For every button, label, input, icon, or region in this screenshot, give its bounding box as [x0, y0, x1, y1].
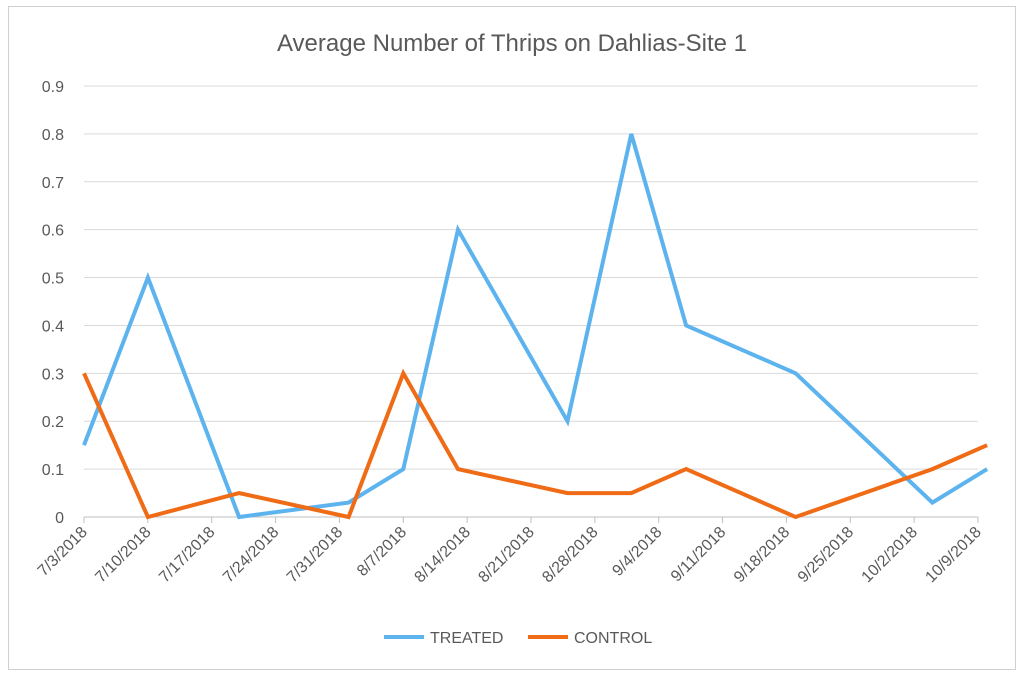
series-line-treated — [82, 133, 989, 520]
chart-frame — [8, 6, 1016, 670]
series-lines — [82, 133, 989, 520]
x-tick-label: 7/10/2018 — [92, 524, 154, 586]
x-tick-label: 8/7/2018 — [354, 524, 410, 580]
gridlines — [84, 85, 978, 470]
x-tick-label: 7/24/2018 — [220, 524, 282, 586]
x-tick-label: 7/3/2018 — [35, 524, 91, 580]
y-tick-label: 0.9 — [42, 79, 64, 96]
legend: TREATED CONTROL — [384, 630, 652, 647]
x-tick-label: 10/2/2018 — [859, 524, 921, 586]
x-tick-label: 7/31/2018 — [284, 524, 346, 586]
x-tick-label: 9/25/2018 — [795, 524, 857, 586]
y-axis-ticks: 0 0.1 0.2 0.3 0.4 0.5 0.6 0.7 0.8 0.9 — [42, 79, 64, 527]
chart-title: Average Number of Thrips on Dahlias-Site… — [276, 30, 747, 57]
y-tick-label: 0.5 — [42, 271, 64, 288]
x-tick-label: 8/14/2018 — [412, 524, 474, 586]
legend-label: CONTROL — [574, 630, 652, 647]
x-tick-label: 8/21/2018 — [475, 524, 537, 586]
y-tick-label: 0.6 — [42, 223, 64, 240]
x-tick-label: 9/4/2018 — [609, 524, 665, 580]
y-tick-label: 0.7 — [42, 175, 64, 192]
x-tick-label: 10/9/2018 — [922, 524, 984, 586]
y-tick-label: 0.1 — [42, 462, 64, 479]
y-tick-label: 0.2 — [42, 414, 64, 431]
y-tick-label: 0 — [55, 510, 64, 527]
x-axis: 7/3/2018 7/10/2018 7/17/2018 7/24/2018 7/31/… — [35, 516, 985, 586]
series-line-control — [82, 368, 988, 520]
legend-label: TREATED — [430, 630, 503, 647]
y-tick-label: 0.3 — [42, 366, 64, 383]
x-tick-label: 7/17/2018 — [156, 524, 218, 586]
y-tick-label: 0.8 — [42, 127, 64, 144]
x-tick-label: 8/28/2018 — [539, 524, 601, 586]
y-tick-label: 0.4 — [42, 318, 64, 335]
x-tick-label: 9/18/2018 — [731, 524, 793, 586]
x-tick-label: 9/11/2018 — [668, 524, 730, 586]
